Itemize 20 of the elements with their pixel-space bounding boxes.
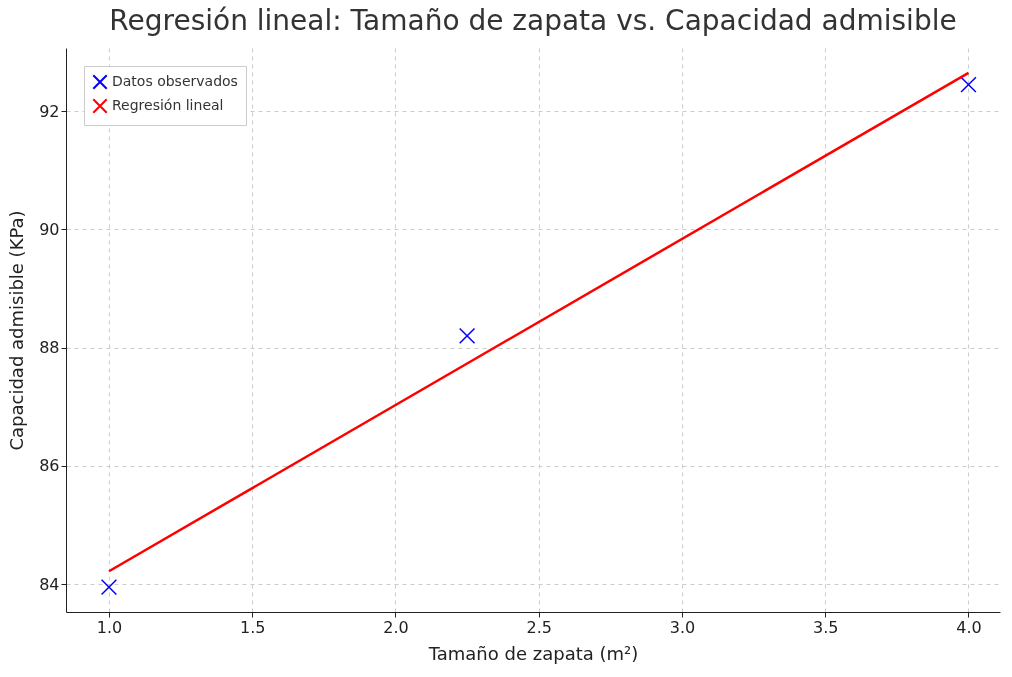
y-tick-label: 86 [39, 456, 60, 476]
y-tick-label: 88 [39, 338, 60, 358]
y-tick-label: 90 [39, 220, 60, 239]
legend-label: Regresión lineal [112, 97, 224, 113]
point [960, 76, 977, 93]
x-tick-label: 1.0 [96, 617, 123, 637]
x-tick-label: 4.0 [956, 617, 982, 637]
y-axis-title: Capacidad admisible (KPa) [6, 210, 28, 451]
x-tick-label: 2.0 [383, 617, 409, 637]
point [458, 327, 476, 345]
legend-label: Datos observados [112, 73, 238, 89]
y-tick-label: 84 [39, 574, 60, 594]
y-tick-label: 92 [39, 101, 60, 121]
x-tick-label: 3.5 [813, 617, 839, 637]
x-axis-title: Tamaño de zapata (m²) [427, 642, 639, 664]
x-tick-label: 3.0 [669, 617, 696, 637]
x-tick-label: 1.5 [240, 617, 266, 637]
point [100, 579, 118, 596]
chart-title: Regresión lineal: Tamaño de zapata vs. Capacidad admisible [109, 4, 957, 37]
x-tick-label: 2.5 [526, 617, 552, 637]
